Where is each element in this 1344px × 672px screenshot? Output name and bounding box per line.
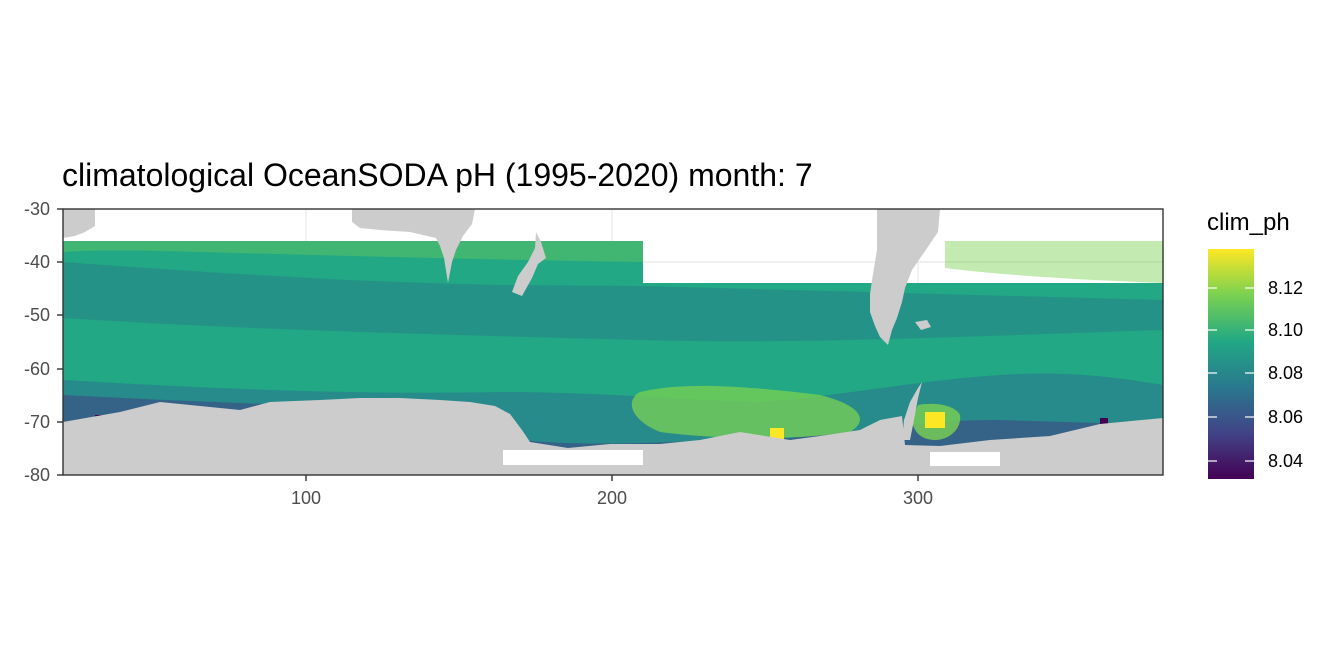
ph-peak-1: [770, 428, 784, 440]
y-tick-label: -50: [24, 305, 50, 325]
legend-tick-label: 8.04: [1268, 451, 1303, 471]
x-axis: 100 200 300: [291, 475, 933, 508]
ice-shelf-ross: [503, 450, 643, 465]
ph-high-ross: [631, 385, 860, 438]
legend-tick-label: 8.12: [1268, 278, 1303, 298]
ph-low-3: [1100, 418, 1108, 426]
legend: clim_ph 8.12 8.10 8.08 8.06 8.04: [1207, 209, 1303, 479]
y-tick-label: -70: [24, 412, 50, 432]
ph-peak-2: [925, 412, 945, 428]
land-southern-africa: [63, 209, 95, 238]
panel-border: [62, 208, 1164, 476]
land-falklands: [915, 320, 931, 330]
y-axis: -30 -40 -50 -60 -70 -80: [24, 199, 63, 485]
y-tick-label: -40: [24, 252, 50, 272]
land-south-america: [870, 209, 940, 345]
land-australia: [352, 209, 475, 283]
x-tick-label: 300: [903, 488, 933, 508]
legend-tick-label: 8.10: [1268, 320, 1303, 340]
ice-shelf-weddell: [930, 452, 1000, 466]
x-tick-label: 200: [597, 488, 627, 508]
y-tick-label: -80: [24, 465, 50, 485]
map-panel: [62, 208, 1164, 476]
legend-title: clim_ph: [1207, 209, 1290, 236]
legend-tick-label: 8.06: [1268, 407, 1303, 427]
legend-tick-label: 8.08: [1268, 363, 1303, 383]
ph-high-north-band: [63, 241, 643, 262]
plot-title: climatological OceanSODA pH (1995-2020) …: [62, 157, 813, 193]
land-new-zealand: [512, 232, 546, 296]
y-tick-label: -30: [24, 199, 50, 219]
land-antarctica: [63, 398, 1163, 475]
y-tick-label: -60: [24, 359, 50, 379]
ph-high-east: [945, 241, 1163, 283]
x-tick-label: 100: [291, 488, 321, 508]
legend-colorbar: [1208, 249, 1254, 479]
land-antarctic-peninsula: [902, 382, 922, 440]
